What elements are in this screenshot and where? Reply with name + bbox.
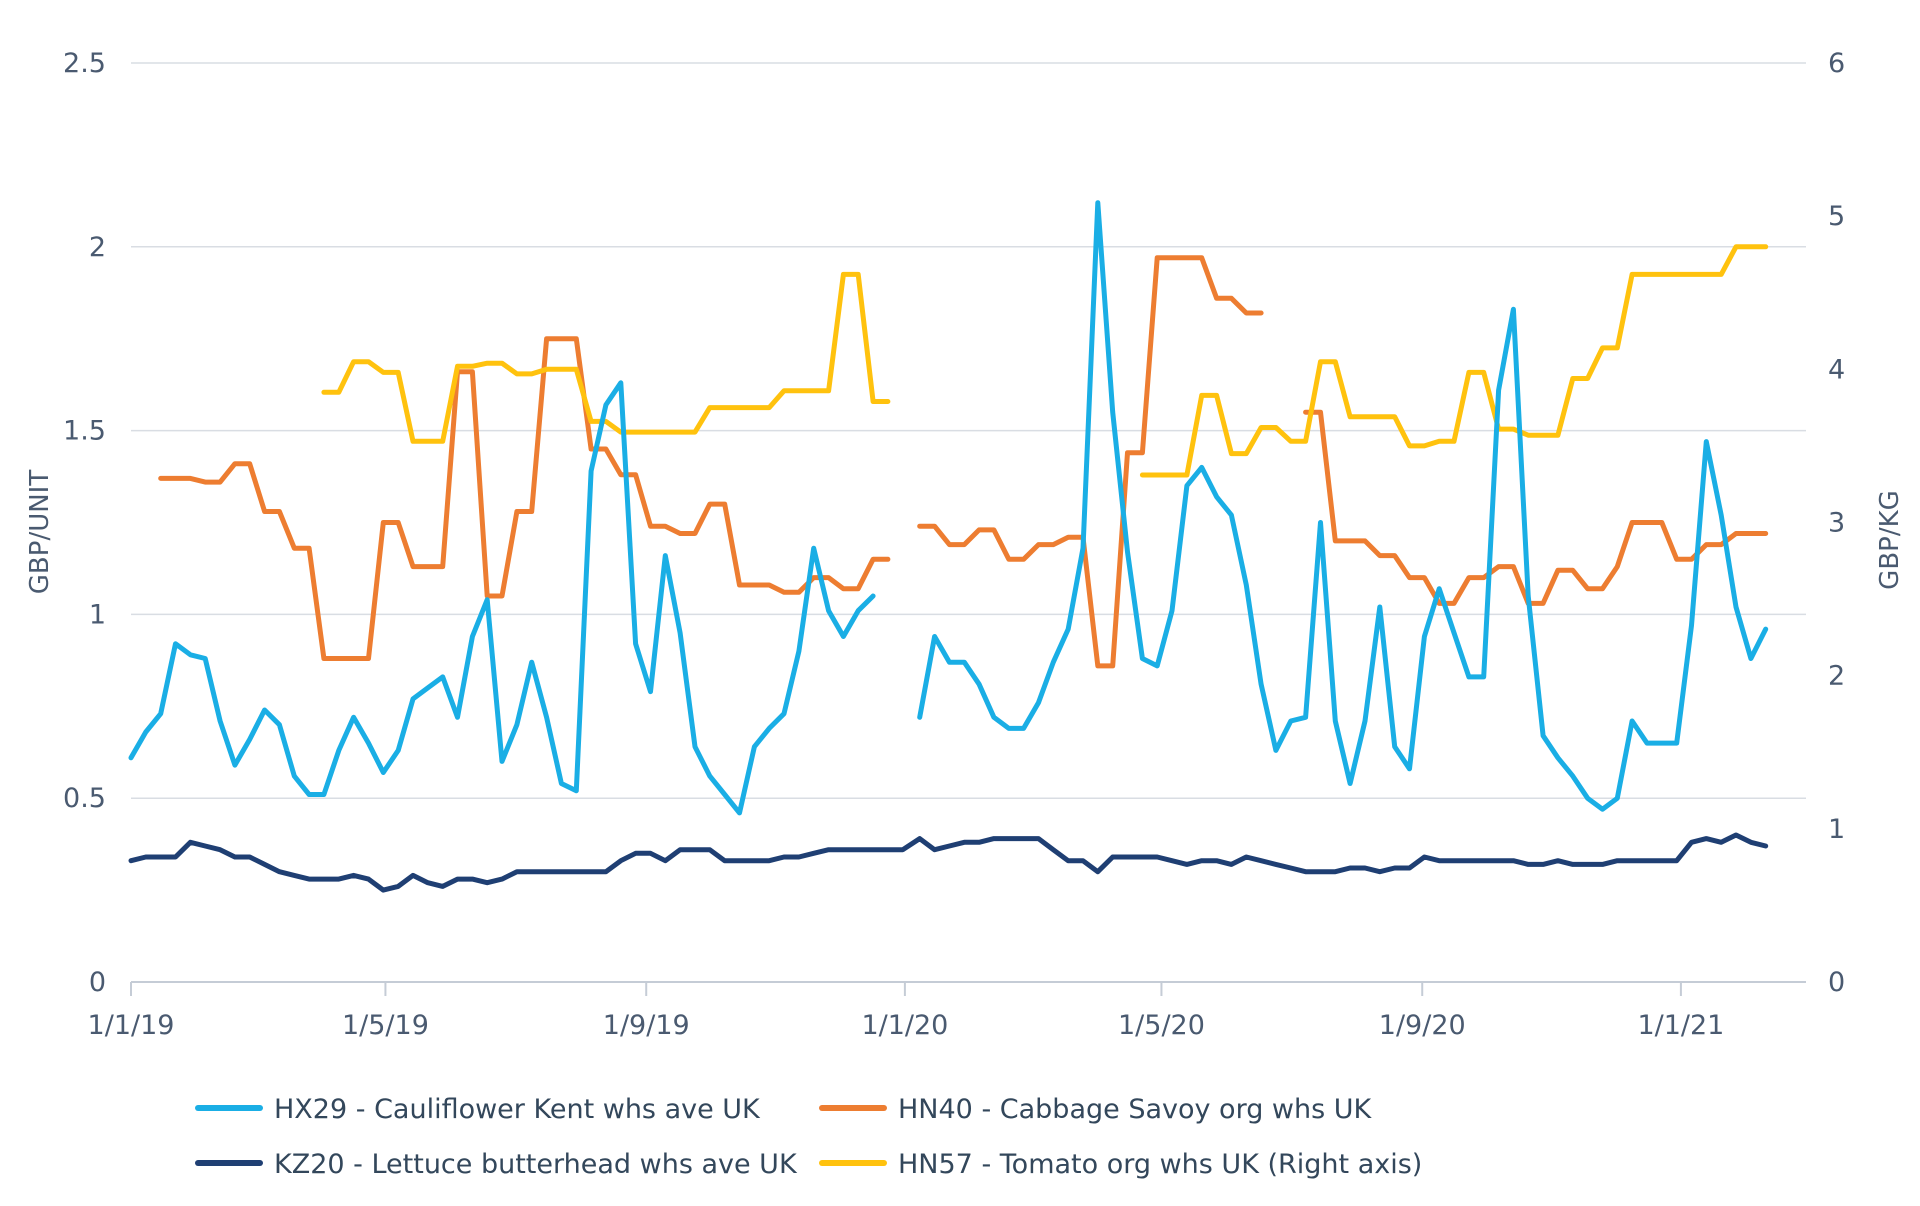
- y-right-tick-label: 6: [1828, 48, 1845, 79]
- y-left-tick-label: 2.5: [63, 48, 106, 79]
- x-tick-label: 1/5/20: [1118, 1010, 1205, 1041]
- x-tick-label: 1/5/19: [342, 1010, 429, 1041]
- y-left-tick-label: 0.5: [63, 783, 106, 814]
- series-line-hn57: [321, 244, 1769, 478]
- series-lines: [128, 200, 1769, 893]
- series-line-kz20: [128, 832, 1769, 893]
- y-right-tick-label: 2: [1828, 661, 1845, 692]
- legend-label: HX29 - Cauliflower Kent whs ave UK: [274, 1094, 761, 1125]
- left-y-axis-title: GBP/UNIT: [25, 470, 55, 595]
- right-y-axis-ticks: 0 1 2 3 4 5 6: [1828, 48, 1845, 998]
- x-tick-label: 1/9/20: [1379, 1010, 1466, 1041]
- y-left-tick-label: 1.5: [63, 416, 106, 447]
- y-right-tick-label: 4: [1828, 354, 1845, 385]
- legend: HX29 - Cauliflower Kent whs ave UK HN40 -…: [195, 1094, 1422, 1180]
- x-tick-label: 1/1/21: [1637, 1010, 1724, 1041]
- x-tick-label: 1/1/19: [88, 1010, 175, 1041]
- left-y-axis-ticks: 0 0.5 1 1.5 2 2.5: [63, 48, 106, 998]
- right-y-axis-title: GBP/KG: [1875, 490, 1905, 590]
- y-left-tick-label: 0: [89, 967, 106, 998]
- y-right-tick-label: 0: [1828, 967, 1845, 998]
- x-axis: 1/1/19 1/5/19 1/9/19 1/1/20 1/5/20 1/9/20 1/1/…: [88, 981, 1806, 1041]
- legend-label: HN57 - Tomato org whs UK (Right axis): [898, 1149, 1422, 1180]
- series-line-hn40: [158, 255, 1769, 669]
- x-tick-label: 1/9/19: [603, 1010, 690, 1041]
- y-right-tick-label: 3: [1828, 508, 1845, 539]
- y-left-tick-label: 1: [89, 599, 106, 630]
- y-right-tick-label: 5: [1828, 201, 1845, 232]
- legend-label: KZ20 - Lettuce butterhead whs ave UK: [274, 1149, 798, 1180]
- gridlines: [131, 62, 1806, 799]
- y-right-tick-label: 1: [1828, 814, 1845, 845]
- legend-label: HN40 - Cabbage Savoy org whs UK: [898, 1094, 1373, 1125]
- x-tick-label: 1/1/20: [861, 1010, 948, 1041]
- series-line-hx29: [128, 200, 1769, 816]
- y-left-tick-label: 2: [89, 232, 106, 263]
